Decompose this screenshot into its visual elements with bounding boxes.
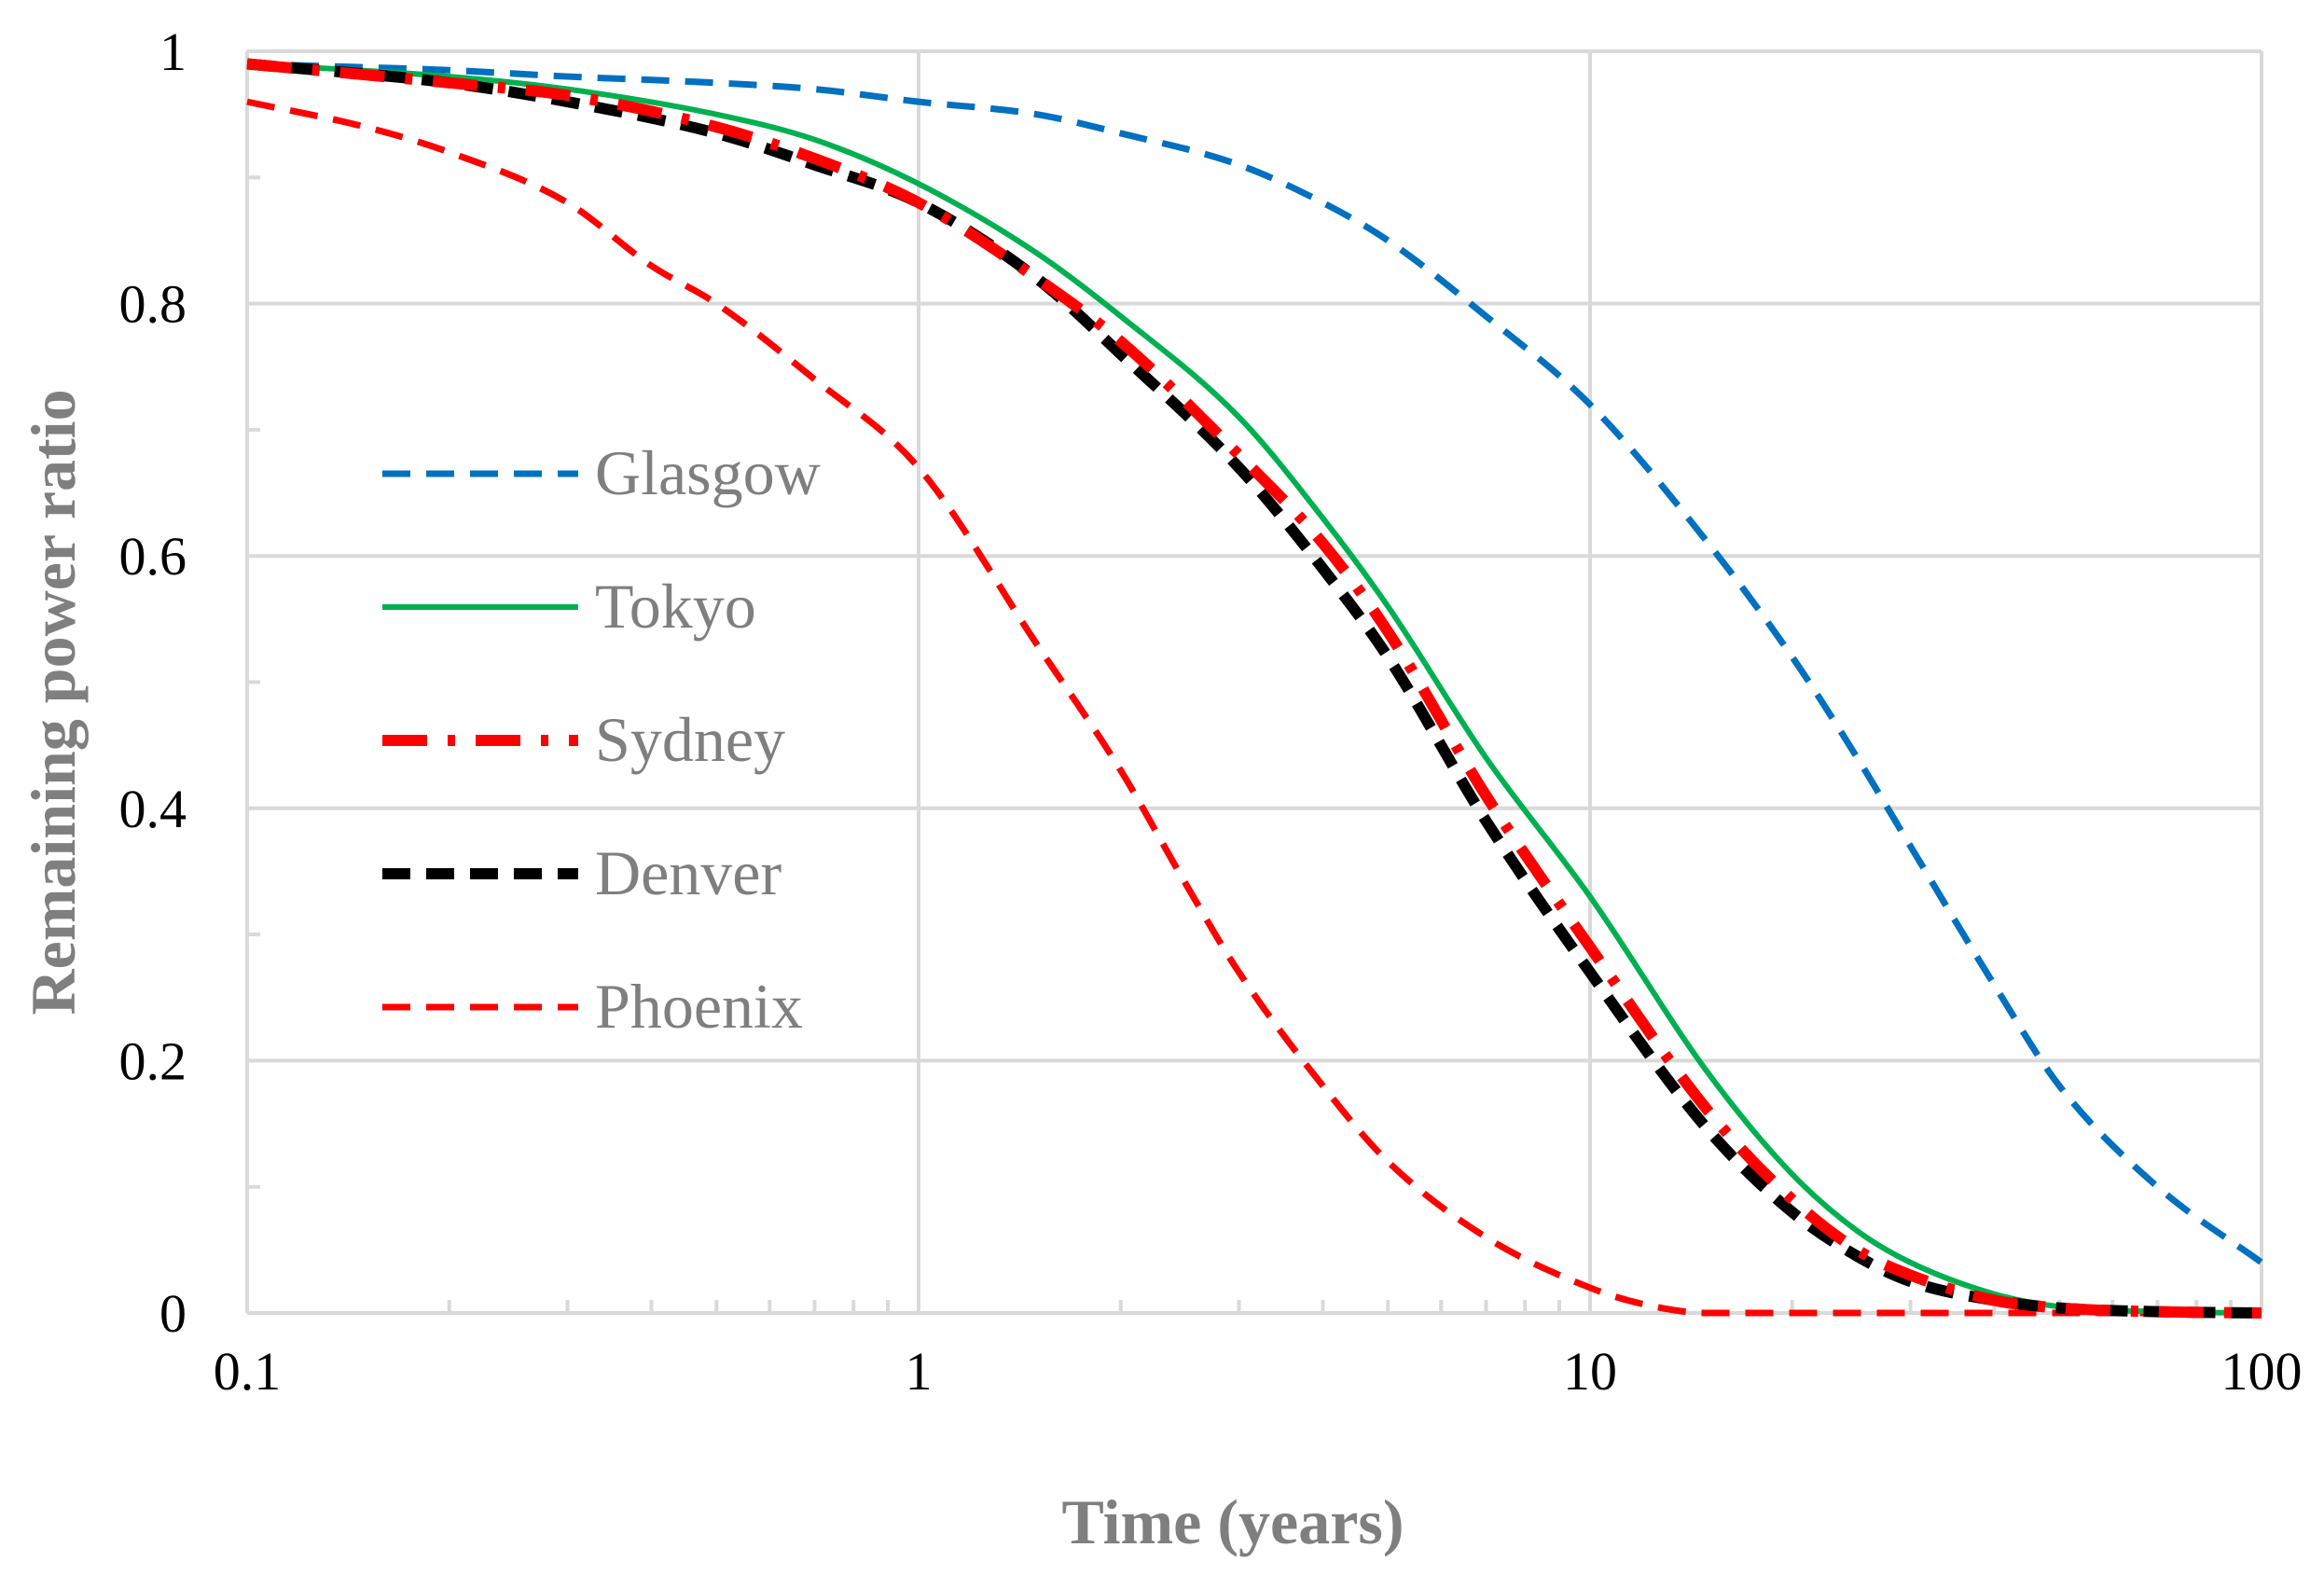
- legend-label-glasgow: Glasgow: [595, 437, 821, 508]
- series-line-glasgow: [246, 61, 2264, 1265]
- grid-lines: [245, 49, 2263, 1315]
- y-tick-label: 0.6: [119, 526, 187, 587]
- x-tick-label: 10: [1563, 1341, 1617, 1402]
- series-line-denver: [246, 58, 2262, 1319]
- x-axis-title: Time (years): [1062, 1486, 1404, 1557]
- series-line-sydney: [246, 58, 2262, 1319]
- y-tick-label: 0.8: [119, 274, 187, 335]
- series-lines: [246, 58, 2264, 1319]
- y-tick-label: 0.4: [119, 779, 187, 839]
- legend-label-sydney: Sydney: [595, 704, 785, 775]
- x-tick-label: 0.1: [214, 1341, 282, 1402]
- legend: Glasgow Tokyo Sydney Denver Phoenix: [382, 437, 821, 1042]
- y-tick-label: 0: [159, 1283, 187, 1344]
- series-line-tokyo: [246, 61, 2262, 1316]
- series-line-phoenix: [246, 98, 2262, 1317]
- x-tick-label: 1: [906, 1341, 933, 1402]
- legend-label-tokyo: Tokyo: [595, 571, 756, 642]
- legend-label-denver: Denver: [595, 837, 782, 908]
- legend-label-phoenix: Phoenix: [595, 971, 803, 1042]
- tick-labels: 0 0.2 0.4 0.6 0.8 1 0.1 1 10 100: [119, 21, 2303, 1402]
- y-tick-label: 1: [159, 21, 187, 82]
- y-tick-label: 0.2: [119, 1030, 187, 1091]
- axes: [245, 51, 2262, 1315]
- x-tick-label: 100: [2221, 1341, 2303, 1402]
- y-axis-title: Remaining power ratio: [18, 389, 89, 1015]
